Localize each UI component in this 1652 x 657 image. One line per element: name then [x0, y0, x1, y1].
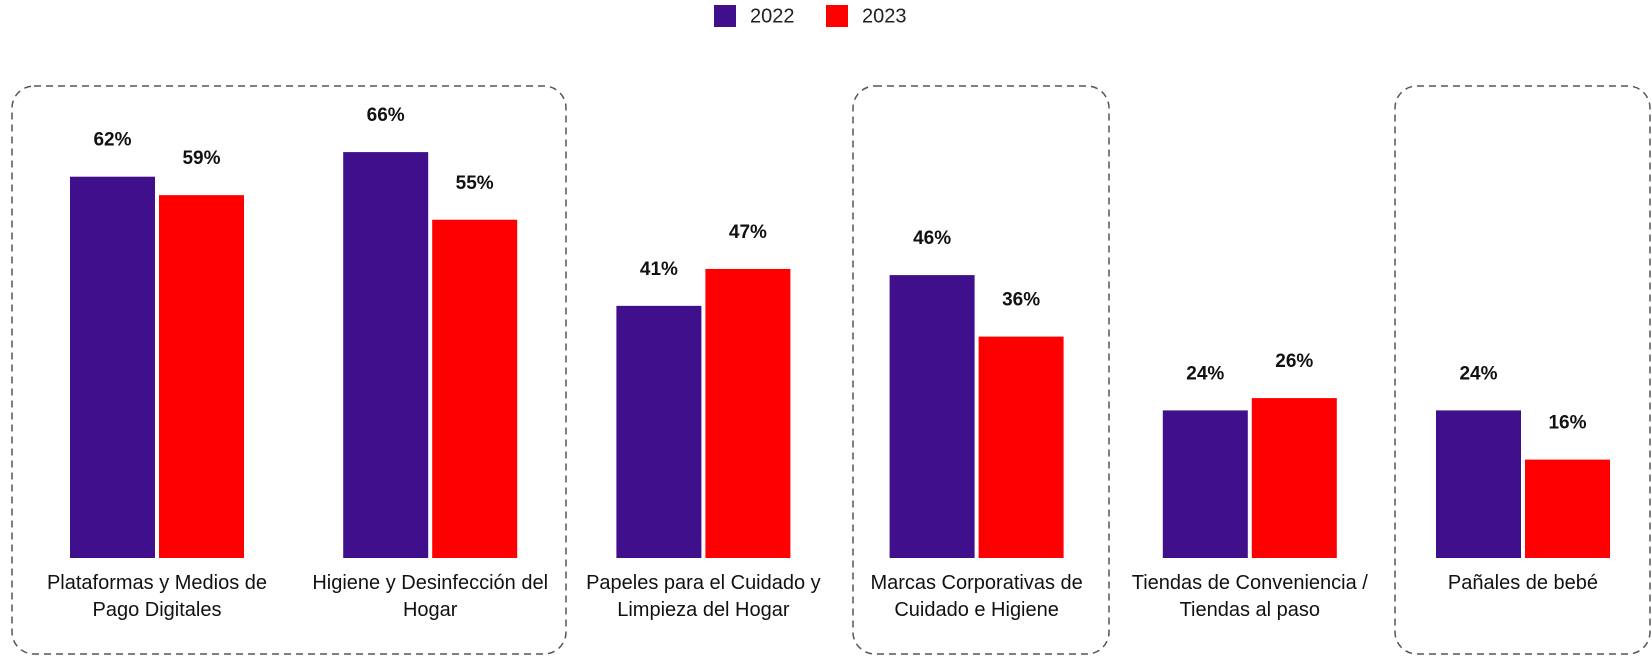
bar	[1251, 398, 1337, 558]
bar	[705, 268, 791, 558]
value-label: 46%	[913, 228, 951, 249]
value-label: 41%	[640, 259, 678, 280]
x-tick-label: Marcas Corporativas de Cuidado e Higiene	[870, 572, 1083, 621]
value-label: 47%	[729, 222, 767, 243]
bar	[1162, 410, 1248, 558]
bar	[70, 176, 155, 558]
legend-label: 2022	[750, 5, 795, 27]
x-tick-label: Papeles para el Cuidado y Limpieza del H…	[586, 572, 821, 621]
value-label: 62%	[93, 130, 131, 151]
x-tick-label: Higiene y Desinfección del Hogar	[312, 572, 549, 621]
bar	[616, 305, 702, 558]
x-tick-label: Plataformas y Medios de Pago Digitales	[46, 572, 268, 621]
value-label: 24%	[1459, 363, 1497, 384]
highlight-box	[11, 85, 567, 655]
value-label: 16%	[1548, 413, 1586, 434]
bar	[889, 275, 975, 558]
value-label: 59%	[182, 148, 220, 169]
bar	[432, 219, 518, 558]
legend-swatch	[714, 5, 736, 27]
highlight-box	[852, 85, 1110, 655]
bar	[1436, 410, 1521, 558]
value-label: 26%	[1275, 351, 1313, 372]
bar	[1525, 459, 1610, 558]
x-tick-label: Pañales de bebé	[1447, 572, 1599, 594]
bar	[343, 152, 429, 558]
value-label: 55%	[456, 173, 494, 194]
value-label: 24%	[1186, 363, 1224, 384]
legend-label: 2023	[862, 5, 907, 27]
highlight-box	[1394, 85, 1651, 655]
legend-swatch	[826, 5, 848, 27]
bar	[978, 336, 1064, 558]
bar	[159, 195, 244, 558]
x-tick-label: Tiendas de Conveniencia / Tiendas al pas…	[1131, 572, 1368, 621]
value-label: 36%	[1002, 290, 1040, 311]
value-label: 66%	[367, 105, 405, 126]
